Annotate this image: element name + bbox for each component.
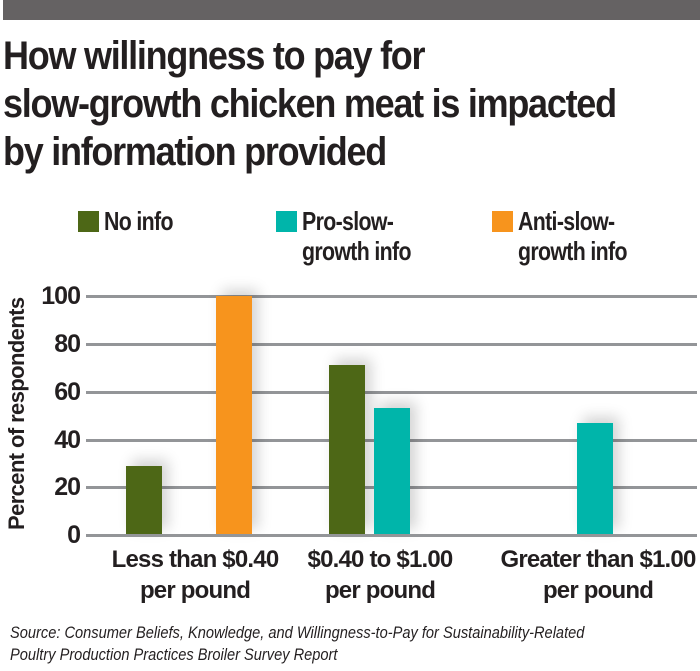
legend-item-no-info: No info <box>78 206 188 236</box>
source-note: Source: Consumer Beliefs, Knowledge, and… <box>10 623 585 664</box>
y-tick-label: 0 <box>67 521 81 549</box>
bar <box>126 465 162 535</box>
y-tick-label: 20 <box>54 473 81 501</box>
chart-title: How willingness to pay for slow-growth c… <box>3 32 630 176</box>
y-tick-label: 80 <box>54 330 81 358</box>
x-axis-baseline <box>86 534 697 537</box>
y-tick-label: 100 <box>41 282 81 310</box>
x-category-label: Less than $0.40 per pound <box>111 546 280 604</box>
title-line: by information provided <box>3 130 387 174</box>
legend-item-pro-slow-growth: Pro-slow- growth info <box>276 206 435 266</box>
legend-swatch-icon <box>492 211 513 232</box>
legend-swatch-icon <box>78 211 99 232</box>
gridline <box>86 295 697 298</box>
legend-swatch-icon <box>276 211 297 232</box>
y-tick-label: 60 <box>54 378 81 406</box>
legend-label: Pro-slow- growth info <box>302 206 411 266</box>
x-category-label: Greater than $1.00 per pound <box>500 546 696 604</box>
legend-label: Anti-slow- growth info <box>518 206 627 266</box>
bar <box>216 296 252 535</box>
legend-item-anti-slow-growth: Anti-slow- growth info <box>492 206 651 266</box>
title-line: slow-growth chicken meat is impacted <box>3 82 617 126</box>
legend-label: No info <box>104 206 173 236</box>
gridline <box>86 343 697 346</box>
bar <box>329 365 365 535</box>
gridline <box>86 391 697 394</box>
title-line: How willingness to pay for <box>3 34 426 78</box>
y-tick-label: 40 <box>54 426 81 454</box>
x-category-label: $0.40 to $1.00 per pound <box>307 546 454 604</box>
header-bar <box>3 0 700 20</box>
bar <box>577 422 613 535</box>
bar <box>374 408 410 535</box>
